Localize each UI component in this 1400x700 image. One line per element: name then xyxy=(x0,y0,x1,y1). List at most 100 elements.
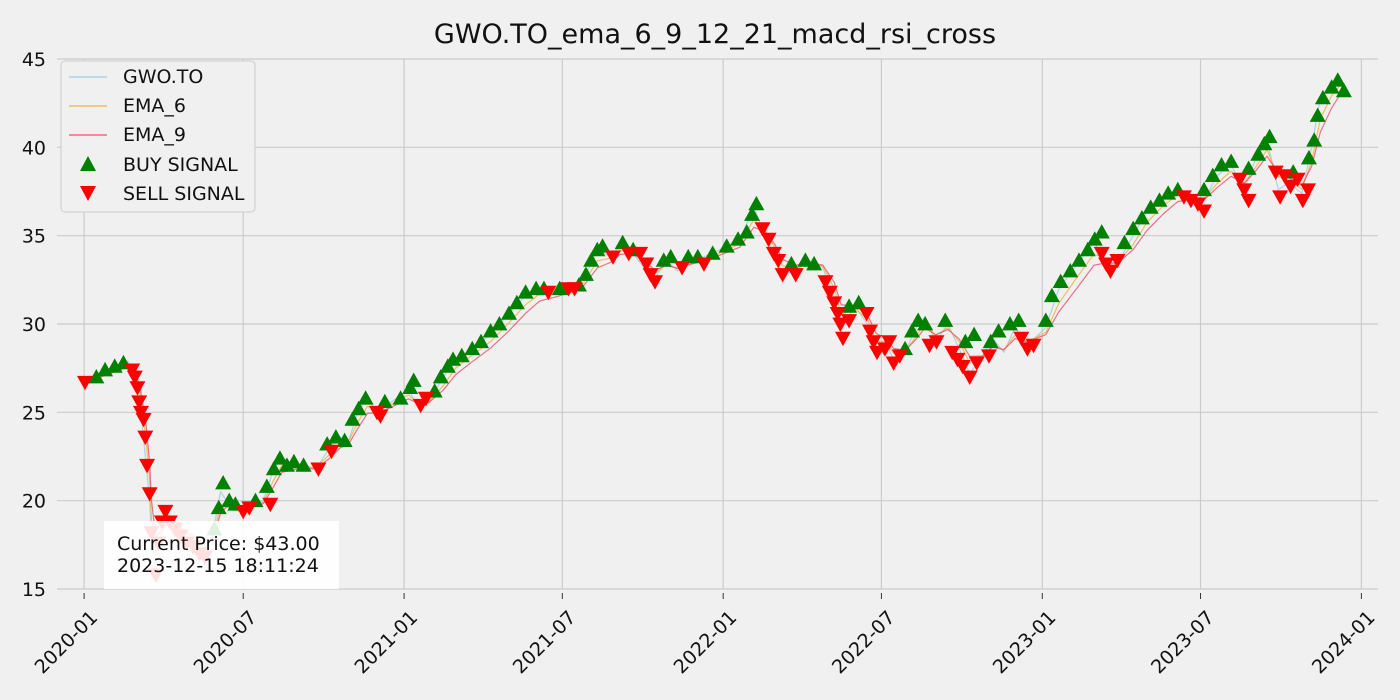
buy-signal-marker xyxy=(966,326,983,341)
buy-signal-marker xyxy=(1125,220,1142,235)
buy-signal-marker xyxy=(783,255,800,271)
sell-signal-marker xyxy=(674,261,691,276)
sell-signal-marker xyxy=(881,335,898,350)
buy-signal-marker xyxy=(1300,149,1317,165)
y-tick-label: 25 xyxy=(22,402,46,424)
buy-signal-marker xyxy=(491,316,508,331)
buy-signal-marker xyxy=(88,369,105,384)
y-tick-label: 20 xyxy=(22,491,46,513)
legend-buy-label: BUY SIGNAL xyxy=(123,154,238,176)
current-price-box: Current Price: $43.00 2023-12-15 18:11:2… xyxy=(104,521,339,589)
sell-signal-marker xyxy=(141,487,158,502)
buy-signal-marker xyxy=(594,238,611,253)
current-price-box-bg xyxy=(104,521,339,589)
buy-signal-marker xyxy=(1037,312,1054,327)
buy-signal-marker xyxy=(1314,89,1331,105)
sell-signal-marker xyxy=(858,307,875,322)
buy-signal-marker xyxy=(1071,252,1088,267)
sell-signal-marker xyxy=(323,444,340,460)
buy-signal-marker xyxy=(1093,224,1110,239)
sell-signal-marker xyxy=(774,268,791,283)
buy-signal-marker xyxy=(508,294,525,310)
buy-signal-marker xyxy=(1223,153,1240,168)
sell-signal-marker xyxy=(1231,172,1248,188)
buy-signal-marker xyxy=(1133,210,1150,225)
sell-signal-marker xyxy=(832,317,849,332)
buy-signal-marker xyxy=(1306,132,1323,147)
buy-signal-marker xyxy=(376,393,393,409)
legend-price-label: GWO.TO xyxy=(123,66,203,88)
buy-signal-marker xyxy=(730,231,747,246)
legend-sell-marker-icon xyxy=(80,186,96,201)
buy-signal-marker xyxy=(662,248,679,264)
sell-signal-marker xyxy=(1102,264,1119,279)
sell-signal-marker xyxy=(834,331,851,347)
buy-signal-marker xyxy=(392,390,409,405)
sell-signal-marker xyxy=(131,395,148,410)
buy-signal-marker xyxy=(583,252,600,267)
sell-signal-marker xyxy=(157,504,174,520)
sell-signal-marker xyxy=(821,285,838,301)
sell-signal-marker xyxy=(817,275,834,290)
legend: GWO.TO EMA_6 EMA_9 BUY SIGNAL SELL SIGNA… xyxy=(60,60,256,213)
buy-signal-marker xyxy=(453,347,470,363)
sell-signal-marker xyxy=(1272,190,1289,205)
sell-signal-marker xyxy=(1013,331,1030,347)
sell-signal-marker xyxy=(620,246,637,262)
buy-signal-marker xyxy=(1043,287,1060,303)
sell-signal-marker xyxy=(829,307,846,322)
buy-signal-marker xyxy=(265,460,282,476)
buy-signal-marker xyxy=(271,450,288,465)
legend-buy-marker-icon xyxy=(80,156,96,171)
buy-signal-marker xyxy=(551,280,568,296)
buy-signal-marker xyxy=(1250,146,1267,161)
buy-signal-marker xyxy=(1309,107,1326,122)
buy-signal-marker xyxy=(1240,160,1257,175)
sell-signal-marker xyxy=(372,409,389,424)
buy-signal-marker xyxy=(432,369,449,384)
current-price-text: Current Price: $43.00 xyxy=(117,533,320,555)
sell-signal-marker xyxy=(891,349,908,364)
sell-signal-marker xyxy=(135,413,152,428)
sell-signal-marker xyxy=(262,497,279,513)
sell-signal-marker xyxy=(126,370,143,385)
sell-signal-marker xyxy=(862,324,879,340)
buy-signal-marker xyxy=(1062,263,1079,278)
buy-signal-marker xyxy=(748,195,765,211)
buy-signal-marker xyxy=(344,411,361,426)
sell-signal-marker xyxy=(310,462,327,477)
buy-signal-marker xyxy=(797,252,814,267)
sell-signal-marker xyxy=(885,356,902,371)
sell-signal-marker xyxy=(980,349,997,364)
y-tick-label: 30 xyxy=(22,314,46,336)
sell-signal-marker xyxy=(968,356,985,371)
legend-sell-label: SELL SIGNAL xyxy=(123,183,245,205)
buy-signal-marker xyxy=(704,245,721,260)
buy-signal-marker xyxy=(500,305,517,320)
y-tick-label: 45 xyxy=(22,49,46,71)
sell-signal-marker xyxy=(695,257,712,272)
sell-signal-marker xyxy=(1109,254,1126,269)
buy-signal-marker xyxy=(285,453,302,469)
sell-signal-marker xyxy=(139,458,156,474)
sell-signal-marker xyxy=(129,381,146,396)
sell-signal-marker xyxy=(540,285,557,301)
y-tick-label: 40 xyxy=(22,137,46,159)
buy-signal-marker xyxy=(473,333,490,349)
sell-signal-marker xyxy=(417,391,434,407)
sell-signal-marker xyxy=(1025,338,1042,354)
sell-signal-marker xyxy=(928,335,945,350)
buy-signal-marker xyxy=(982,333,999,349)
buy-signal-marker xyxy=(850,294,867,310)
buy-signal-marker xyxy=(957,333,974,349)
buy-signal-marker xyxy=(1196,181,1213,197)
y-tick-label: 35 xyxy=(22,226,46,248)
sell-signal-marker xyxy=(1276,169,1293,184)
sell-signal-marker xyxy=(566,282,583,297)
buy-signal-marker xyxy=(806,255,823,271)
sell-signal-marker xyxy=(1093,246,1110,262)
sell-signal-marker xyxy=(76,375,93,391)
buy-signal-marker xyxy=(937,312,954,327)
